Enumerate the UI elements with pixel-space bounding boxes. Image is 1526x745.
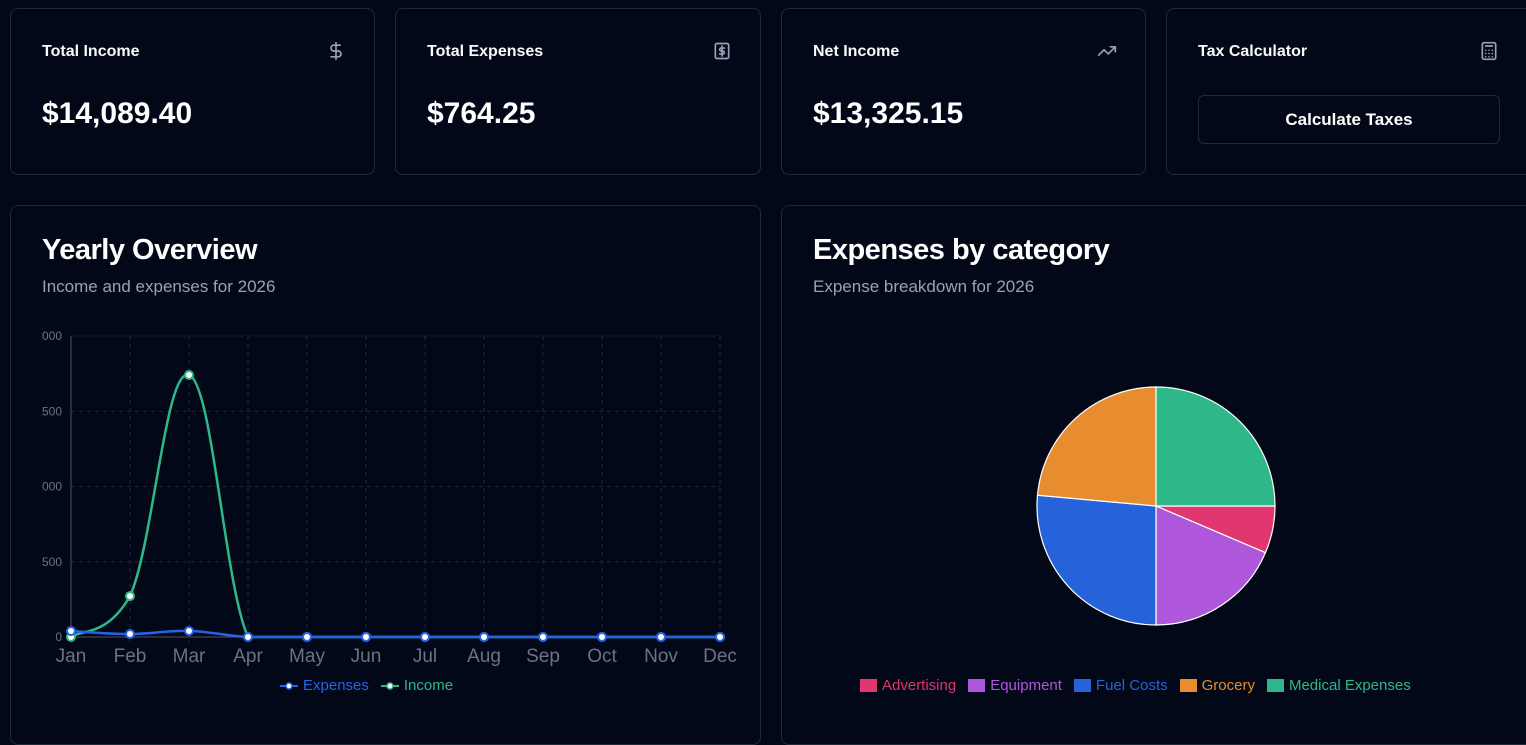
series-line-income xyxy=(70,373,720,639)
x-tick-label: May xyxy=(289,646,325,667)
legend-line-marker-icon xyxy=(380,681,399,690)
stat-value: $764.25 xyxy=(427,97,536,130)
yearly-overview-card: Yearly Overview Income and expenses for … xyxy=(10,205,761,745)
data-point-income xyxy=(184,369,194,380)
data-point-expenses xyxy=(420,632,430,642)
calculator-icon xyxy=(1481,41,1497,61)
legend-swatch-icon xyxy=(1266,679,1284,692)
data-point-expenses xyxy=(715,632,725,642)
x-tick-label: Feb xyxy=(114,646,147,667)
x-tick-label: Sep xyxy=(526,646,560,667)
x-tick-label: Jun xyxy=(351,646,382,667)
legend-item[interactable]: Grocery xyxy=(1179,677,1255,694)
legend-label: Advertising xyxy=(882,677,957,694)
pie-slice-fuel-costs xyxy=(1036,494,1157,626)
legend-label: Grocery xyxy=(1201,677,1255,694)
legend-swatch-icon xyxy=(860,679,877,692)
pie-slice-grocery xyxy=(1036,386,1157,507)
x-tick-label: Jul xyxy=(413,646,437,667)
y-tick-label: 0 xyxy=(55,630,62,644)
x-tick-label: Oct xyxy=(587,646,617,667)
legend-label: Medical Expenses xyxy=(1288,677,1411,694)
data-point-expenses xyxy=(243,632,253,642)
x-tick-label: Dec xyxy=(703,646,737,667)
pie-slice-equipment xyxy=(1155,505,1267,626)
data-point-expenses xyxy=(361,632,371,642)
legend-item[interactable]: Advertising xyxy=(860,677,956,694)
trending-up-icon xyxy=(1097,46,1117,57)
expenses-subtitle: Expense breakdown for 2026 xyxy=(813,277,1035,296)
data-point-expenses xyxy=(479,632,489,642)
legend-item[interactable]: Fuel Costs xyxy=(1073,677,1168,694)
legend-label: Expenses xyxy=(303,677,369,694)
receipt-dollar-icon xyxy=(714,42,730,60)
calculate-taxes-button[interactable]: Calculate Taxes xyxy=(1198,95,1500,144)
legend-item[interactable]: Medical Expenses xyxy=(1266,677,1411,694)
line-chart-legend: Expenses Income xyxy=(280,677,453,694)
legend-swatch-icon xyxy=(1179,679,1197,692)
net-income-card: Net Income $13,325.15 xyxy=(781,8,1146,175)
x-tick-label: Mar xyxy=(173,646,206,667)
legend-item[interactable]: Equipment xyxy=(968,677,1062,694)
pie-slice-medical-expenses xyxy=(1155,386,1276,507)
legend-line-marker-icon xyxy=(280,681,298,690)
series-line-expenses xyxy=(70,629,720,639)
dollar-icon xyxy=(330,41,342,61)
legend-swatch-icon xyxy=(1073,679,1091,692)
line-chart: Jan Feb Mar Apr May Jun Jul Aug Sep Oct Nov Dec 0 500… xyxy=(41,329,737,667)
expenses-title: Expenses by category xyxy=(813,234,1110,266)
data-point-expenses xyxy=(597,632,607,642)
data-point-expenses xyxy=(125,628,135,639)
y-tick-label: 1000 xyxy=(41,480,62,494)
stat-title: Total Expenses xyxy=(427,43,544,60)
x-tick-label: Jan xyxy=(56,646,87,667)
pie-chart-legend: Advertising Equipment Fuel Costs Grocery Med… xyxy=(860,677,1411,694)
legend-swatch-icon xyxy=(968,679,986,692)
stat-value: $13,325.15 xyxy=(813,97,964,130)
x-tick-label: Aug xyxy=(467,646,501,667)
stat-title: Net Income xyxy=(813,43,900,60)
x-tick-label: Apr xyxy=(233,646,263,667)
data-point-expenses xyxy=(184,625,194,636)
legend-label: Income xyxy=(403,677,454,694)
legend-label: Equipment xyxy=(990,677,1062,694)
x-tick-label: Nov xyxy=(644,646,678,667)
yearly-overview-title: Yearly Overview xyxy=(42,234,258,266)
y-tick-label: 1500 xyxy=(41,404,62,418)
pie-chart xyxy=(1036,386,1276,626)
data-point-expenses xyxy=(302,632,312,642)
total-income-card: Total Income $14,089.40 xyxy=(10,8,375,175)
tax-calculator-card: Tax Calculator Calculate Taxes xyxy=(1166,8,1526,175)
data-point-expenses xyxy=(656,632,666,642)
legend-label: Fuel Costs xyxy=(1095,677,1168,694)
legend-item[interactable]: Expenses xyxy=(280,677,369,694)
total-expenses-card: Total Expenses $764.25 xyxy=(395,8,761,175)
stat-value: $14,089.40 xyxy=(42,97,193,130)
tax-calculator-title: Tax Calculator xyxy=(1198,43,1308,60)
data-point-income xyxy=(125,591,135,602)
yearly-overview-subtitle: Income and expenses for 2026 xyxy=(42,277,276,296)
data-point-expenses xyxy=(538,632,548,642)
legend-item[interactable]: Income xyxy=(380,677,454,694)
stat-title: Total Income xyxy=(42,43,140,60)
y-tick-label: 500 xyxy=(42,555,62,569)
y-tick-label: 2000 xyxy=(41,329,62,343)
data-point-expenses xyxy=(66,625,76,636)
